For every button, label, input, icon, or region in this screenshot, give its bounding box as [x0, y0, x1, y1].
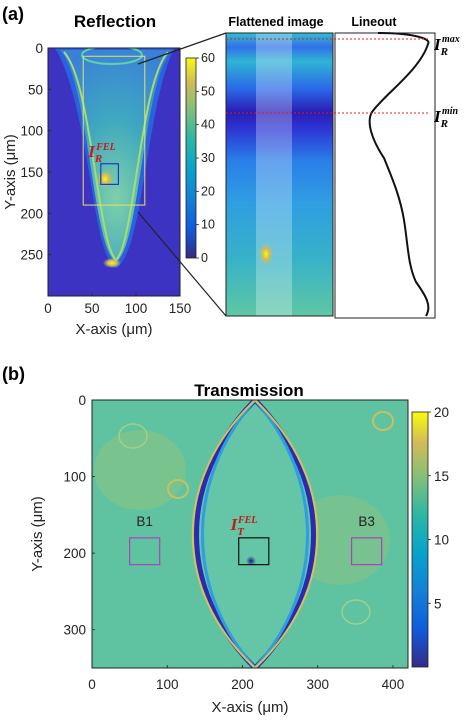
transmission-heatmap: B1 B3 ITFEL	[91, 399, 409, 669]
transmission-ytick-label: 300	[63, 623, 86, 638]
reflection-xtick-label: 50	[84, 301, 99, 316]
speckle-ring-4	[341, 599, 371, 625]
transmission-box	[129, 537, 161, 566]
reflection-fel-spot	[97, 170, 113, 188]
reflection-cbtick-label: 50	[201, 84, 215, 98]
transmission-right-bright	[254, 400, 319, 668]
reflection-x-ticks: 0 50 100 150	[44, 293, 191, 316]
flattened-gradient	[226, 33, 333, 316]
lineout-title: Lineout	[351, 15, 397, 29]
reflection-heatmap: IRFEL	[47, 47, 181, 297]
transmission-box-labels: B1 B3	[136, 514, 374, 529]
transmission-xtick-label: 200	[231, 677, 254, 692]
reflection-xlabel: X-axis (μm)	[76, 321, 153, 338]
transmission-xtick-label: 300	[306, 677, 329, 692]
panel-label-b: (b)	[2, 364, 25, 384]
transmission-ytick-label: 0	[78, 393, 86, 408]
speckle-1	[94, 430, 186, 510]
flattened-lineout-strip	[256, 33, 292, 316]
reflection-ytick-label: 0	[35, 41, 43, 56]
reflection-bottom-spot	[103, 258, 121, 268]
irmin-label: IRmin	[433, 106, 459, 130]
transmission-frame	[91, 399, 409, 669]
speckle-ring-2	[372, 411, 394, 431]
transmission-colorbar	[411, 411, 429, 668]
reflection-colorbar-ticks: 0 10 20 30 40 50 60	[196, 51, 215, 265]
reflection-xtick-label: 100	[125, 301, 148, 316]
transmission-right-fringe	[253, 400, 316, 668]
transmission-xlabel: X-axis (μm)	[212, 699, 289, 716]
reflection-region-rect	[82, 55, 146, 206]
reflection-xtick-label: 150	[169, 301, 192, 316]
transmission-xtick-label: 0	[88, 677, 96, 692]
reflection-cbtick-label: 0	[201, 251, 208, 265]
reflection-xtick-label: 0	[44, 301, 52, 316]
transmission-box	[350, 537, 383, 566]
reflection-cbtick-label: 40	[201, 118, 215, 132]
transmission-right-fringe-2	[253, 400, 309, 668]
reflection-ytick-label: 200	[20, 206, 43, 221]
reflection-colorbar	[185, 57, 197, 259]
reflection-fel-box	[100, 163, 120, 186]
transmission-box-label: B1	[136, 514, 153, 529]
reflection-cbtick-label: 20	[201, 184, 215, 198]
transmission-ylabel: Y-axis (μm)	[29, 496, 46, 572]
irmax-label: IRmax	[433, 34, 460, 58]
transmission-left-bright	[191, 400, 256, 668]
reflection-cbtick-label: 60	[201, 51, 215, 65]
speckle-ring-3	[118, 423, 148, 449]
reflection-fel-label: IRFEL	[87, 142, 115, 165]
transmission-cbtick-label: 20	[434, 405, 449, 420]
transmission-boxes	[129, 537, 383, 566]
zoom-line-top	[137, 32, 227, 65]
reflection-ytick-label: 100	[20, 124, 43, 139]
transmission-left-fringe	[194, 400, 257, 668]
transmission-title: Transmission	[194, 381, 304, 400]
reflection-cbtick-label: 30	[201, 151, 215, 165]
transmission-cbtick-label: 10	[434, 533, 449, 548]
transmission-fel-label: ITFEL	[230, 515, 258, 538]
transmission-fel-spot	[246, 556, 256, 566]
transmission-box	[238, 537, 270, 566]
transmission-xtick-label: 400	[382, 677, 405, 692]
flattened-title: Flattened image	[228, 15, 323, 29]
transmission-x-ticks: 0 100 200 300 400	[88, 665, 404, 692]
reflection-ytick-label: 150	[20, 165, 43, 180]
reflection-inner-lobe	[60, 50, 172, 262]
panel-label-a: (a)	[2, 4, 24, 24]
lineout-curve	[368, 32, 430, 317]
flattened-fel-spot	[259, 243, 273, 265]
transmission-xtick-label: 100	[156, 677, 179, 692]
transmission-y-ticks: 0 100 200 300	[63, 393, 95, 638]
transmission-left-fringe-2	[201, 400, 257, 668]
reflection-ytick-label: 50	[28, 82, 43, 97]
reflection-region-box	[82, 55, 146, 206]
transmission-lens-inner	[196, 400, 314, 668]
speckle-ring-1	[167, 479, 189, 499]
reflection-title: Reflection	[74, 12, 156, 31]
reflection-ytick-label: 250	[20, 248, 43, 263]
reflection-y-ticks: 0 50 100 150 200 250	[20, 41, 51, 263]
lineout-plot	[334, 32, 436, 319]
transmission-ytick-label: 100	[63, 470, 86, 485]
reflection-fel-rect	[100, 163, 120, 186]
lineout-frame	[334, 32, 436, 319]
transmission-colorbar-ticks: 5 10 15 20	[428, 405, 449, 611]
flattened-image	[225, 32, 334, 317]
transmission-cbtick-label: 15	[434, 469, 449, 484]
reflection-cbtick-label: 10	[201, 218, 215, 232]
reflection-ylabel: Y-axis (μm)	[2, 134, 19, 210]
transmission-cbtick-label: 5	[434, 596, 442, 611]
reflection-top-ring	[81, 48, 143, 65]
transmission-ytick-label: 200	[63, 546, 86, 561]
transmission-box-label: B3	[358, 514, 375, 529]
flattened-frame	[225, 32, 334, 317]
zoom-line-bottom	[137, 211, 227, 317]
